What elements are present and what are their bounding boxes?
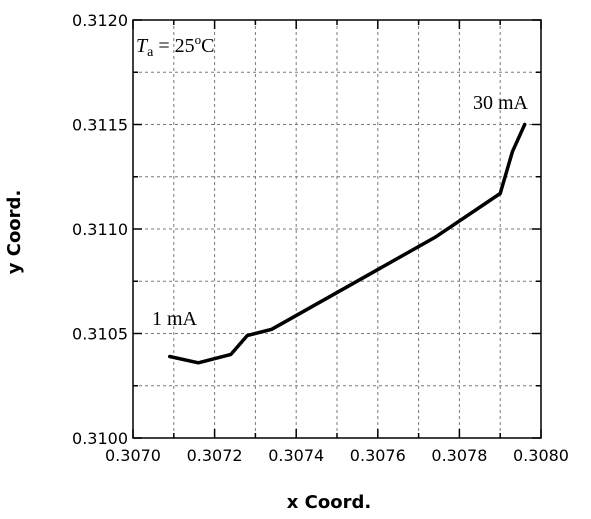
x-tick-label: 0.3080 bbox=[513, 446, 569, 465]
y-axis-title: y Coord. bbox=[4, 190, 25, 275]
y-tick-labels: 0.3100 0.3105 0.3110 0.3115 0.3120 bbox=[72, 11, 128, 448]
x-tick-label: 0.3078 bbox=[431, 446, 487, 465]
ambient-temperature-annotation: Ta = 25oC bbox=[136, 32, 214, 60]
x-axis-title: x Coord. bbox=[287, 492, 371, 513]
y-tick-label: 0.3120 bbox=[72, 11, 128, 30]
y-tick-label: 0.3100 bbox=[72, 429, 128, 448]
y-tick-label: 0.3115 bbox=[72, 116, 128, 135]
y-tick-label: 0.3105 bbox=[72, 325, 128, 344]
x-tick-label: 0.3070 bbox=[105, 446, 161, 465]
x-tick-label: 0.3076 bbox=[350, 446, 406, 465]
plot-frame bbox=[132, 19, 542, 439]
y-tick-label: 0.3110 bbox=[72, 220, 128, 239]
x-tick-labels: 0.3070 0.3072 0.3074 0.3076 0.3078 0.3080 bbox=[105, 446, 569, 465]
series-line-chromaticity bbox=[167, 122, 527, 365]
grid-lines bbox=[133, 20, 541, 438]
x-tick-label: 0.3074 bbox=[268, 446, 324, 465]
end-current-label: 30 mA bbox=[473, 92, 529, 114]
start-current-label: 1 mA bbox=[152, 308, 198, 330]
x-tick-label: 0.3072 bbox=[187, 446, 243, 465]
